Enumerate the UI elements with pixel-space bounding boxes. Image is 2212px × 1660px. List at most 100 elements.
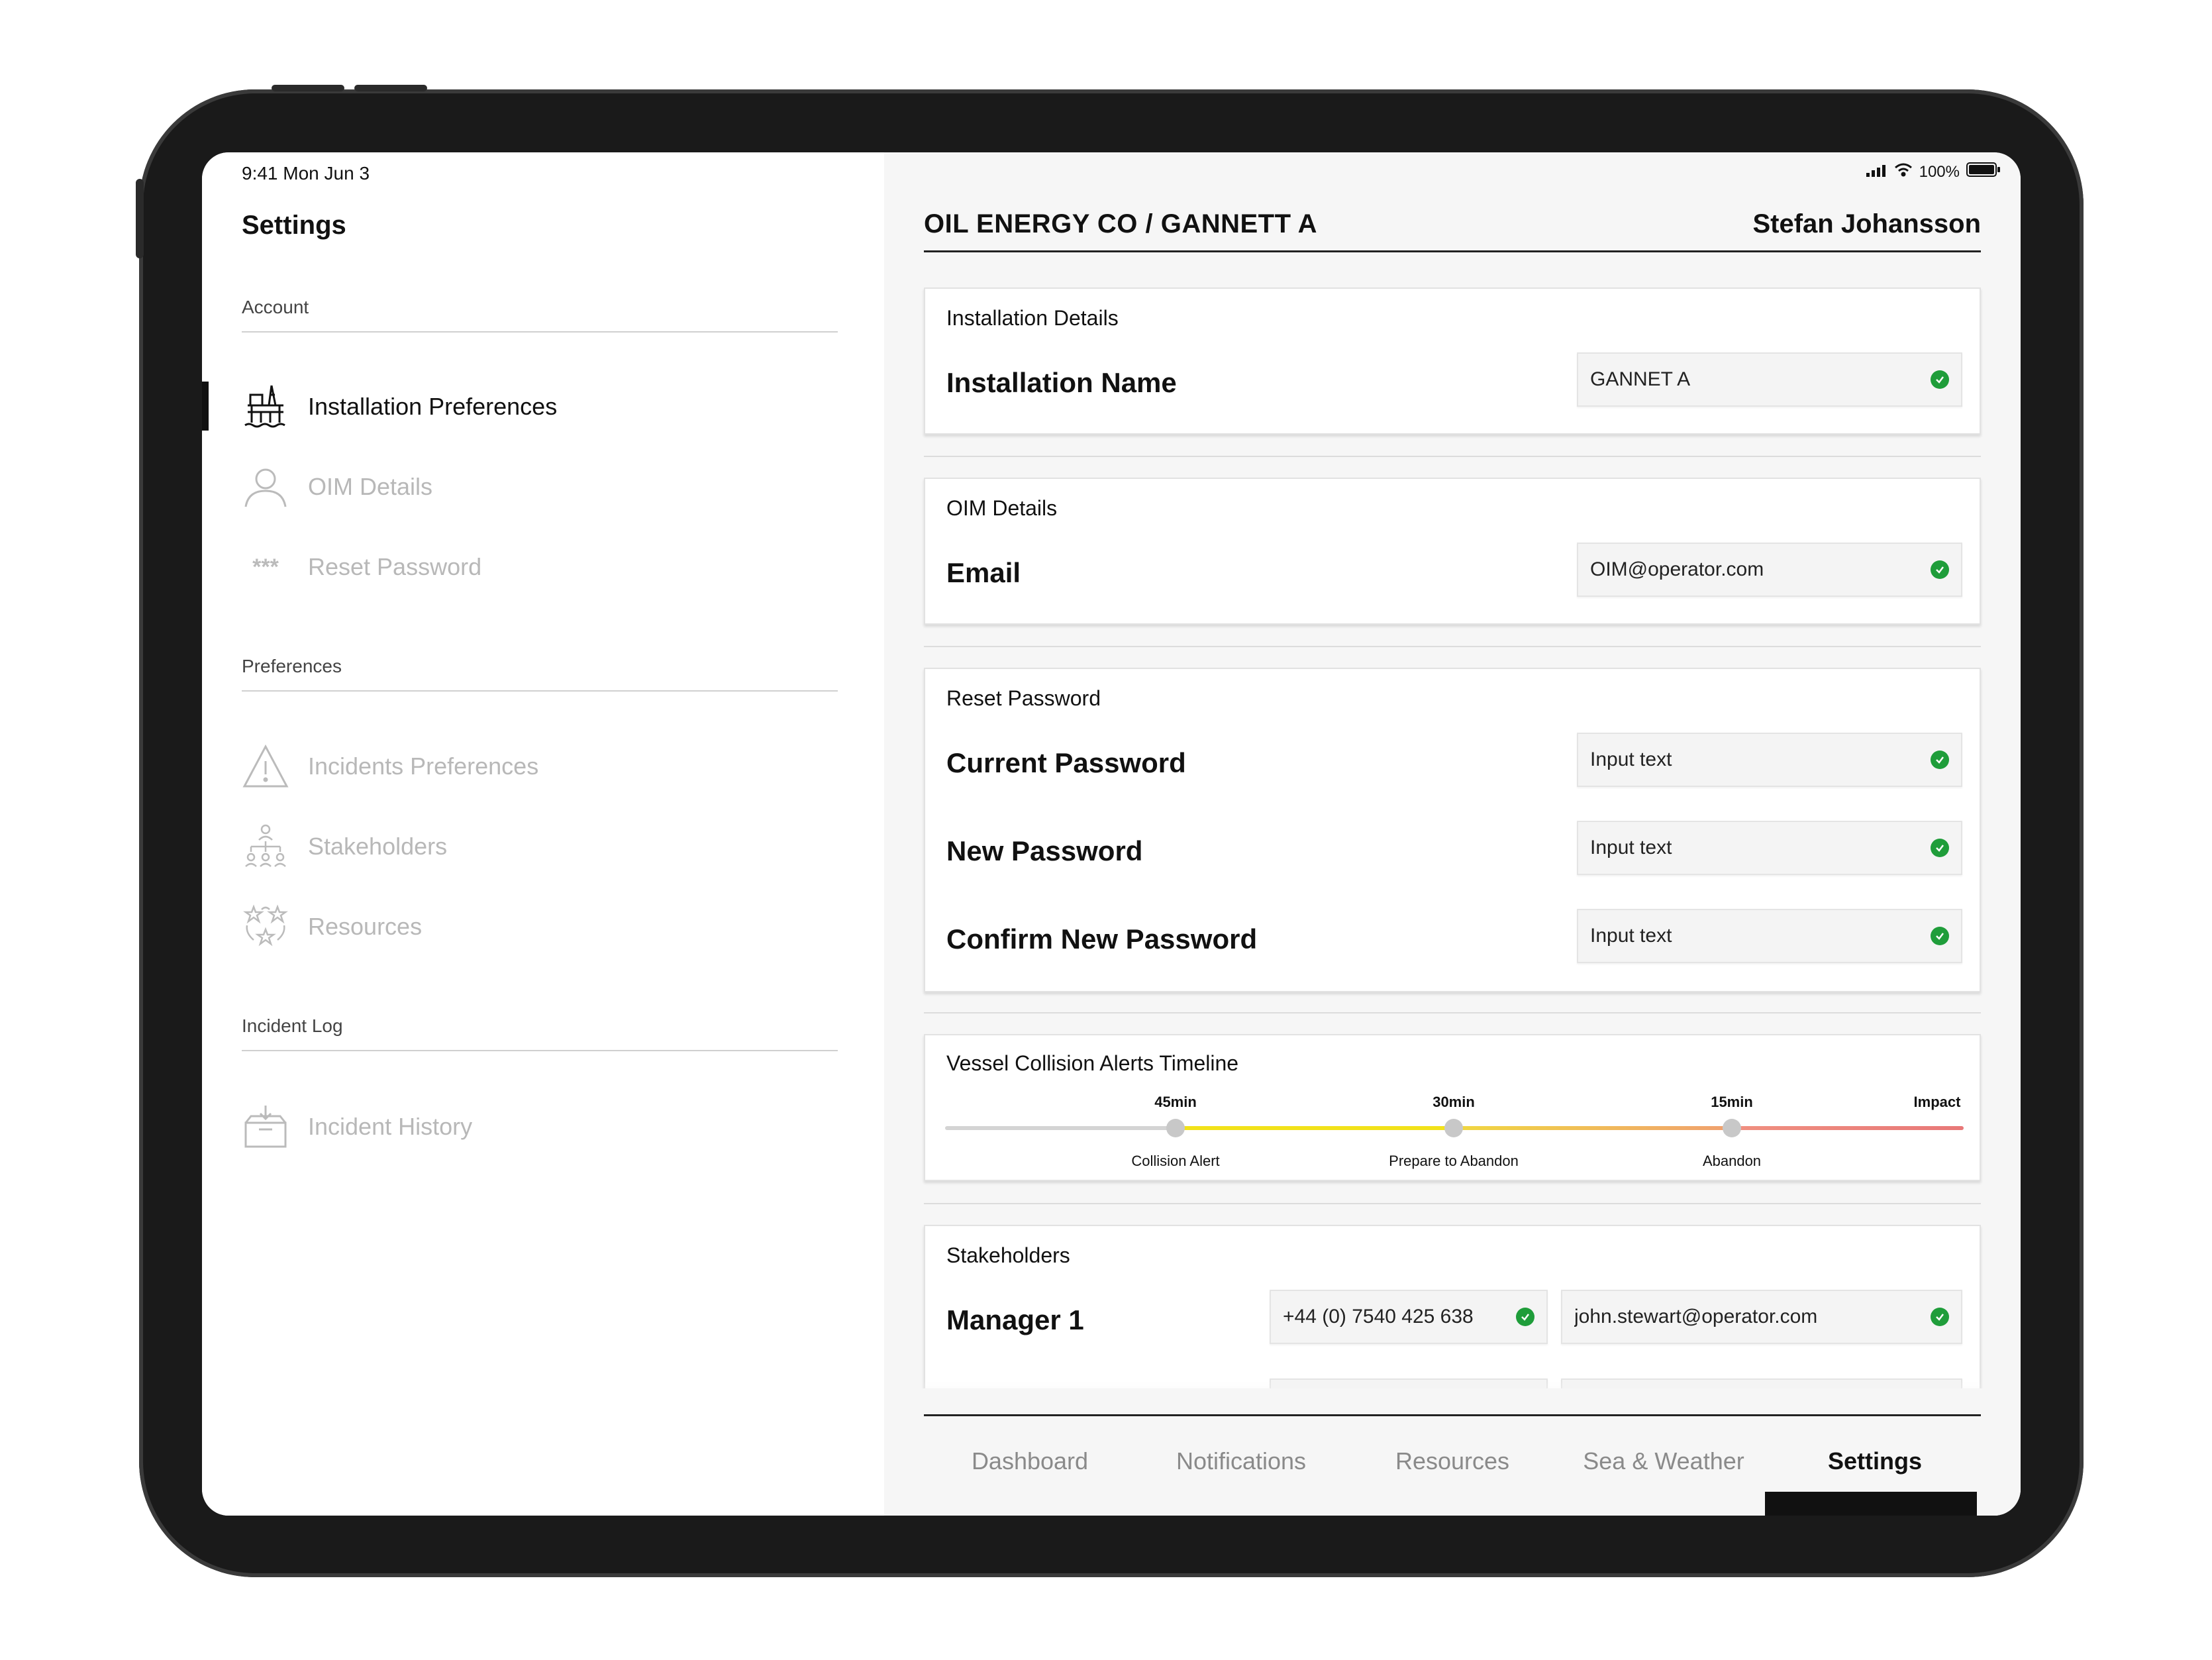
check-icon (1931, 839, 1949, 857)
manager-email-input[interactable]: john.stewart@operator.com (1561, 1290, 1962, 1344)
nav-label: OIM Details (308, 473, 433, 500)
collision-timeline-card: Vessel Collision Alerts Timeline 45min 3… (924, 1034, 1981, 1181)
tabbar-divider (924, 1414, 1981, 1416)
password-asterisks-icon: *** (252, 554, 279, 580)
timeline-label-impact: Impact (1913, 1094, 1961, 1110)
divider (924, 646, 1981, 647)
sidebar-item-reset-password[interactable]: *** Reset Password (242, 541, 838, 594)
stars-icon (242, 903, 289, 951)
sidebar-item-stakeholders[interactable]: Stakeholders (242, 820, 838, 873)
field-label: Email (946, 557, 1021, 588)
check-icon (1931, 370, 1949, 389)
tab-dashboard[interactable]: Dashboard (971, 1447, 1089, 1475)
field-label: Confirm New Password (946, 923, 1258, 955)
check-icon (1931, 751, 1949, 769)
sidebar-item-installation-preferences[interactable]: Installation Preferences (242, 380, 838, 433)
tab-notifications[interactable]: Notifications (1176, 1447, 1307, 1475)
manager-phone-input[interactable]: +44 (0) 7540 425 638 (1270, 1290, 1548, 1344)
divider (924, 1012, 1981, 1013)
battery-percent: 100% (1919, 162, 1960, 181)
input-value: OIM@operator.com (1590, 558, 1764, 580)
card-title: Stakeholders (946, 1243, 1070, 1267)
oim-details-card: OIM Details Email OIM@operator.com (924, 478, 1981, 625)
wifi-icon (1894, 162, 1913, 182)
sidebar-item-incidents-preferences[interactable]: Incidents Preferences (242, 740, 838, 793)
input-value: GANNET A (1590, 368, 1691, 390)
user-name[interactable]: Stefan Johansson (1752, 209, 1981, 238)
sidebar: 9:41 Mon Jun 3 Settings Account Installa… (202, 152, 884, 1516)
volume-button (136, 179, 144, 258)
input-value: john.stewart@operator.com (1574, 1306, 1818, 1327)
header-divider (924, 250, 1981, 252)
divider (924, 456, 1981, 457)
field-label: Manager 1 (946, 1304, 1084, 1335)
breadcrumb: OIL ENERGY CO / GANNETT A (924, 209, 1318, 238)
tab-settings[interactable]: Settings (1827, 1447, 1923, 1475)
nav-label: Incidents Preferences (308, 752, 539, 780)
section-incident-log: Incident Log (242, 1015, 343, 1036)
check-icon (1931, 560, 1949, 579)
signal-icon (1866, 163, 1887, 182)
top-button-2 (354, 85, 427, 91)
divider (924, 1203, 1981, 1204)
active-indicator (202, 382, 209, 431)
check-icon (1931, 927, 1949, 945)
timeline-marker-collision[interactable] (1166, 1119, 1185, 1137)
input-value: Input text (1590, 749, 1672, 770)
installation-details-card: Installation Details Installation Name G… (924, 287, 1981, 435)
new-password-input[interactable]: Input text (1577, 821, 1962, 875)
sidebar-item-resources[interactable]: Resources (242, 900, 838, 953)
stakeholders-card: Stakeholders Manager 1 +44 (0) 7540 425 … (924, 1225, 1981, 1433)
input-value: Input text (1590, 837, 1672, 858)
current-password-input[interactable]: Input text (1577, 733, 1962, 787)
nav-label: Incident History (308, 1113, 473, 1140)
card-title: Reset Password (946, 686, 1101, 710)
email-field[interactable]: OIM@operator.com (1577, 543, 1962, 597)
field-label: Current Password (946, 747, 1186, 778)
timeline-stage-abandon: Abandon (1702, 1153, 1762, 1169)
org-chart-icon (242, 823, 289, 870)
check-icon (1931, 1308, 1949, 1326)
divider (242, 331, 838, 333)
sidebar-item-oim-details[interactable]: OIM Details (242, 460, 838, 513)
check-icon (1516, 1308, 1534, 1326)
sidebar-item-incident-history[interactable]: Incident History (242, 1100, 838, 1153)
tab-sea-weather[interactable]: Sea & Weather (1583, 1447, 1744, 1475)
timeline-label-15min: 15min (1711, 1094, 1753, 1110)
timeline-marker-abandon[interactable] (1723, 1119, 1741, 1137)
top-button-1 (272, 85, 344, 91)
input-value: Input text (1590, 925, 1672, 947)
field-label: New Password (946, 835, 1143, 866)
nav-label: Installation Preferences (308, 393, 558, 420)
field-label: Installation Name (946, 367, 1177, 398)
timeline-label-45min: 45min (1154, 1094, 1197, 1110)
nav-label: Stakeholders (308, 833, 448, 860)
sidebar-title: Settings (242, 211, 346, 240)
user-icon (242, 463, 289, 511)
archive-icon (242, 1103, 289, 1151)
screen: 9:41 Mon Jun 3 Settings Account Installa… (202, 152, 2021, 1516)
input-value: +44 (0) 7540 425 638 (1283, 1306, 1474, 1327)
reset-password-card: Reset Password Current Password Input te… (924, 668, 1981, 992)
divider (242, 690, 838, 692)
installation-name-input[interactable]: GANNET A (1577, 352, 1962, 407)
timeline-track (945, 1119, 1964, 1137)
card-title: Installation Details (946, 306, 1119, 330)
divider (242, 1050, 838, 1051)
section-account: Account (242, 297, 309, 317)
card-title: OIM Details (946, 496, 1058, 520)
active-tab-indicator (1765, 1492, 1977, 1516)
battery-icon (1966, 162, 2001, 182)
confirm-password-input[interactable]: Input text (1577, 909, 1962, 963)
card-title: Vessel Collision Alerts Timeline (946, 1051, 1239, 1075)
timeline-stage-prepare-abandon: Prepare to Abandon (1389, 1153, 1519, 1169)
section-preferences: Preferences (242, 656, 342, 676)
main-panel: 100% OIL ENERGY CO / GANNETT A Stefan Jo… (884, 152, 2021, 1516)
warning-icon (242, 743, 289, 790)
status-time: 9:41 Mon Jun 3 (242, 163, 370, 183)
nav-label: Resources (308, 913, 423, 940)
oil-rig-icon (242, 383, 289, 431)
status-indicators: 100% (1866, 162, 2001, 182)
timeline-marker-prepare[interactable] (1444, 1119, 1463, 1137)
tab-resources[interactable]: Resources (1395, 1447, 1510, 1475)
